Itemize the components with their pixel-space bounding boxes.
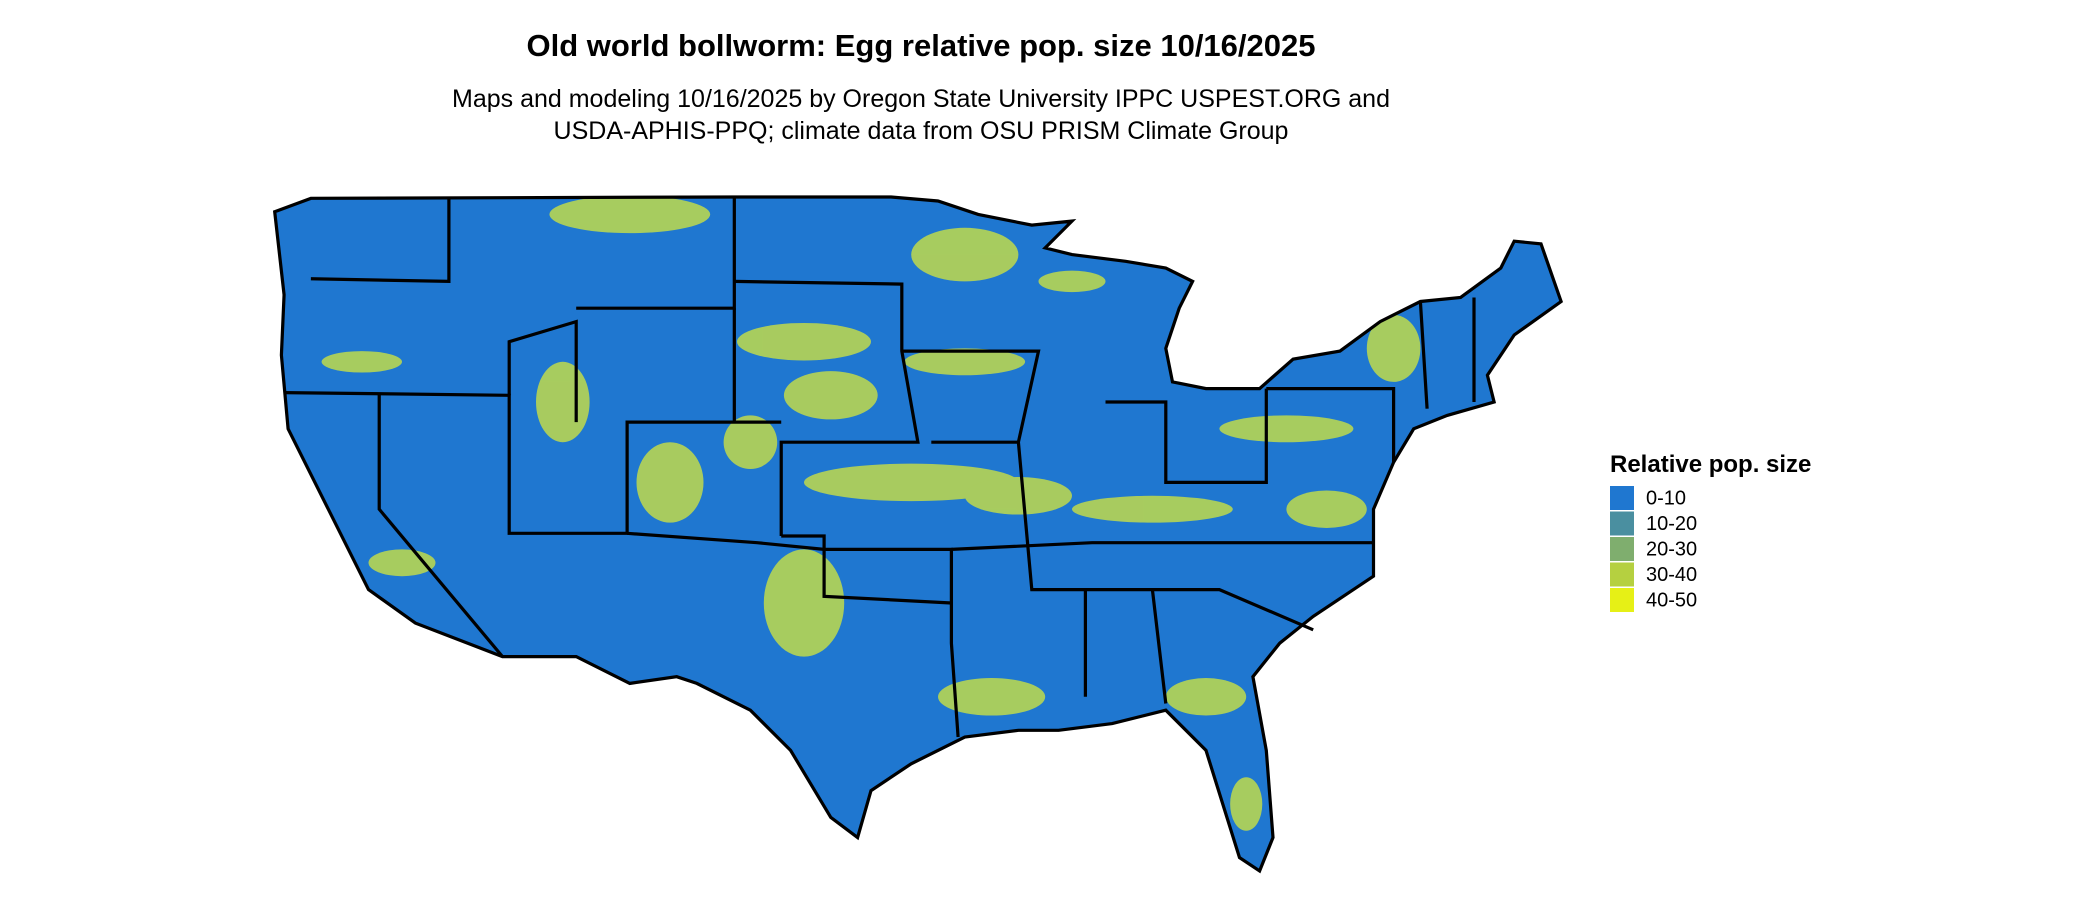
legend: 0-10 10-20 20-30 30-40 40-50	[1610, 486, 1697, 612]
legend-swatch	[1610, 511, 1634, 536]
legend-swatch	[1610, 486, 1634, 510]
legend-title: Relative pop. size	[1610, 451, 1811, 478]
legend-swatch	[1610, 537, 1634, 561]
pattern	[321, 196, 1421, 831]
us-map	[273, 195, 1563, 873]
legend-label: 0-10	[1646, 487, 1686, 509]
subtitle-line: Maps and modeling 10/16/2025 by Oregon S…	[452, 85, 1390, 113]
subtitle-line: USDA-APHIS-PPQ; climate data from OSU PR…	[554, 117, 1289, 145]
title: Old world bollworm: Egg relative pop. si…	[526, 28, 1315, 63]
legend-label: 10-20	[1646, 513, 1697, 535]
land	[274, 196, 1562, 872]
legend-label: 40-50	[1646, 589, 1697, 611]
legend-label: 20-30	[1646, 538, 1697, 560]
legend-swatch	[1610, 588, 1634, 612]
legend-label: 30-40	[1646, 564, 1697, 586]
state-borders	[273, 195, 1563, 873]
legend-swatch	[1610, 562, 1634, 587]
